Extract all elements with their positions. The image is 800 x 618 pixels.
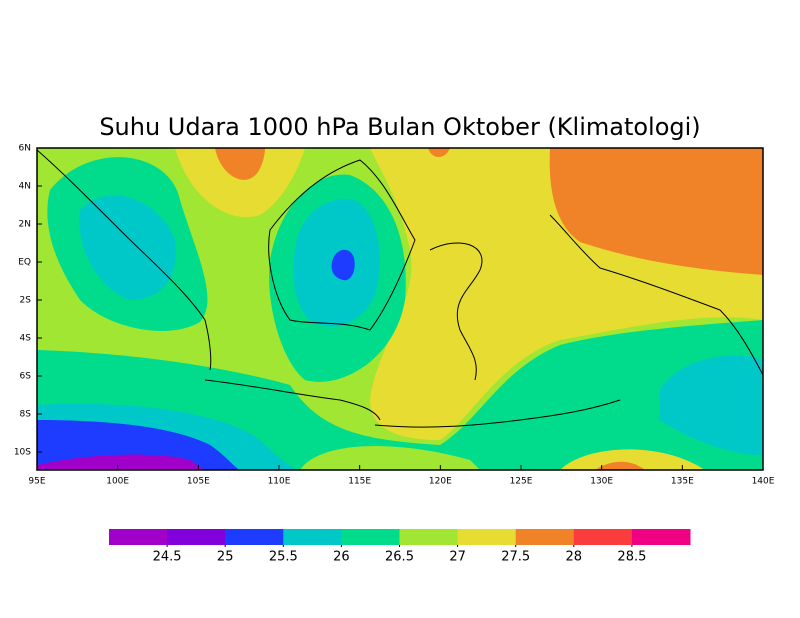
contour-region	[331, 249, 355, 281]
contour-region	[215, 148, 265, 180]
lon-label: 115E	[348, 477, 371, 487]
map-frame	[36, 147, 764, 471]
colorbar-label: 26.5	[385, 550, 414, 565]
contour-region	[79, 195, 176, 300]
lon-label: 120E	[429, 477, 452, 487]
lat-label: 6S	[20, 372, 32, 382]
lat-label: 8S	[20, 410, 32, 420]
lat-label: 2S	[20, 296, 32, 306]
colorbar-swatch	[283, 529, 342, 545]
colorbar-swatch	[631, 529, 691, 545]
lat-label: 4N	[19, 182, 31, 192]
contour-region	[37, 454, 205, 470]
lat-label: 2N	[19, 220, 31, 230]
colorbar-swatch	[225, 529, 284, 545]
lon-label: 125E	[510, 477, 533, 487]
lat-label: 10S	[14, 448, 31, 458]
contour-region	[595, 461, 645, 470]
lon-label: 100E	[106, 477, 129, 487]
colorbar-swatch	[457, 529, 517, 545]
colorbar-label: 27	[449, 550, 466, 565]
lon-label: 95E	[28, 477, 45, 487]
colorbar-label: 24.5	[153, 550, 182, 565]
colorbar-swatch	[515, 529, 575, 545]
colorbar-swatch	[341, 529, 400, 545]
colorbar-label: 28.5	[617, 550, 646, 565]
colorbar-label: 25	[217, 550, 234, 565]
lat-label: 4S	[20, 334, 32, 344]
colorbar-swatch	[399, 529, 459, 545]
colorbar-swatch	[109, 529, 168, 545]
lon-label: 105E	[187, 477, 210, 487]
contour-region	[300, 446, 480, 470]
colorbar-label: 26	[333, 550, 350, 565]
colorbar-label: 27.5	[501, 550, 530, 565]
contour-field	[37, 148, 763, 470]
colorbar-label: 28	[566, 550, 583, 565]
colorbar: 24.5 25 25.5 26 26.5 27 27.5 28 28.5	[109, 529, 691, 565]
lon-label: 110E	[268, 477, 291, 487]
contour-region	[428, 148, 450, 157]
contour-region	[175, 148, 305, 218]
lat-label: EQ	[18, 258, 31, 268]
colorbar-swatch	[573, 529, 633, 545]
lon-label: 140E	[752, 477, 775, 487]
map-axes: 95E 100E 105E 110E 115E 120E 125E 130E 135E 140E 6…	[14, 144, 775, 487]
map-title: Suhu Udara 1000 hPa Bulan Oktober (Klima…	[99, 113, 700, 141]
colorbar-label: 25.5	[269, 550, 298, 565]
colorbar-swatch	[167, 529, 226, 545]
contour-region	[560, 449, 705, 470]
contour-region	[660, 355, 763, 455]
lat-label: 6N	[19, 144, 31, 154]
coastlines	[37, 149, 763, 428]
lon-label: 135E	[671, 477, 694, 487]
contour-region	[549, 148, 763, 275]
lon-label: 130E	[590, 477, 613, 487]
